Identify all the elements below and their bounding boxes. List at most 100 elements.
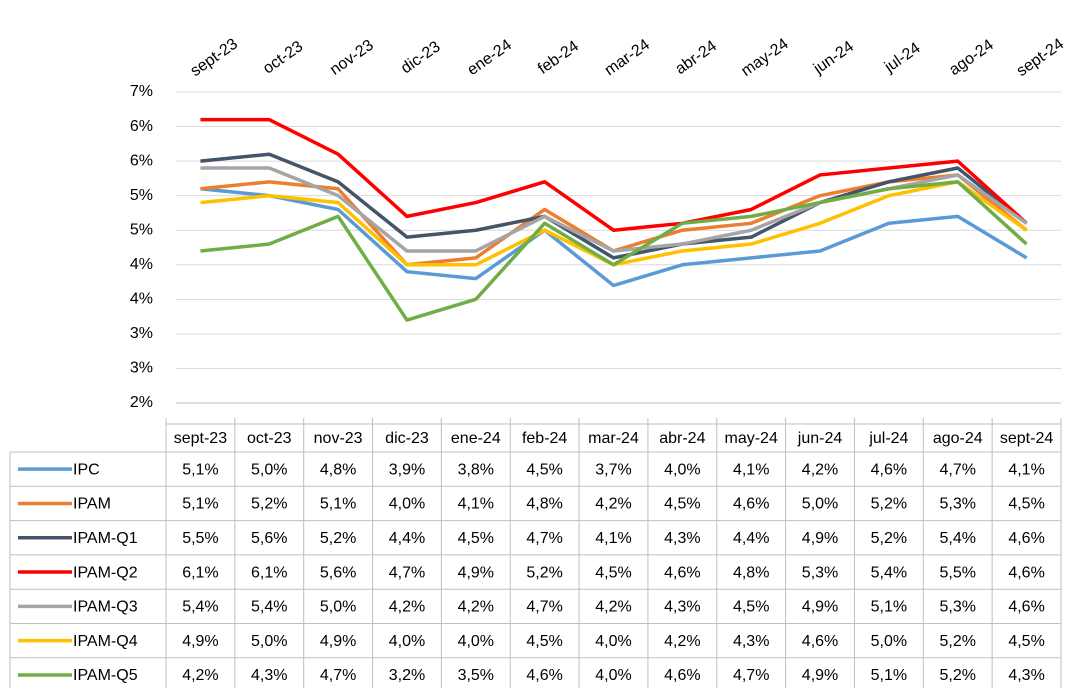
- table-header: may-24: [725, 430, 778, 447]
- table-cell: 5,4%: [871, 564, 907, 581]
- table-header: oct-23: [247, 430, 292, 447]
- table-cell: 5,2%: [320, 530, 356, 547]
- y-tick-label: 6%: [130, 152, 153, 169]
- table-cell: 4,1%: [1008, 461, 1044, 478]
- table-cell: 4,7%: [389, 564, 425, 581]
- table-cell: 5,2%: [526, 564, 562, 581]
- table-cell: 4,1%: [733, 461, 769, 478]
- table-header: jul-24: [868, 430, 908, 447]
- table-header: abr-24: [659, 430, 705, 447]
- table-cell: 6,1%: [182, 564, 218, 581]
- table-cell: 4,6%: [1008, 530, 1044, 547]
- table-cell: 5,6%: [251, 530, 287, 547]
- table-cell: 5,3%: [939, 496, 975, 513]
- table-cell: 5,2%: [871, 530, 907, 547]
- table-cell: 4,3%: [664, 599, 700, 616]
- table-cell: 4,1%: [595, 530, 631, 547]
- table-cell: 4,5%: [664, 496, 700, 513]
- table-cell: 5,4%: [251, 599, 287, 616]
- table-header: feb-24: [522, 430, 567, 447]
- table-cell: 5,1%: [320, 496, 356, 513]
- series-line: [200, 152, 1028, 260]
- table-header: ene-24: [451, 430, 501, 447]
- y-tick-label: 3%: [130, 325, 153, 342]
- table-cell: 4,8%: [526, 496, 562, 513]
- x-tick-label: sept-24: [1014, 35, 1068, 80]
- table-cell: 4,9%: [802, 667, 838, 684]
- table-cell: 4,2%: [595, 599, 631, 616]
- table-cell: 3,5%: [458, 667, 494, 684]
- x-tick-label: nov-23: [327, 37, 377, 79]
- y-tick-label: 2%: [130, 394, 153, 411]
- table-cell: 4,9%: [802, 599, 838, 616]
- table-cell: 5,3%: [802, 564, 838, 581]
- table-cell: 4,7%: [320, 667, 356, 684]
- table-cell: 4,5%: [595, 564, 631, 581]
- table-cell: 5,4%: [182, 599, 218, 616]
- table-cell: 4,5%: [1008, 633, 1044, 650]
- y-tick-label: 6%: [130, 118, 153, 135]
- table-cell: 4,2%: [664, 633, 700, 650]
- series-line: [200, 117, 1028, 232]
- table-cell: 5,2%: [939, 633, 975, 650]
- legend-label: IPAM-Q2: [73, 564, 138, 581]
- table-cell: 3,2%: [389, 667, 425, 684]
- table-header: sept-23: [174, 430, 227, 447]
- table-cell: 3,7%: [595, 461, 631, 478]
- table-cell: 4,2%: [389, 599, 425, 616]
- table-header: dic-23: [385, 430, 429, 447]
- table-cell: 4,4%: [389, 530, 425, 547]
- table-cell: 5,5%: [182, 530, 218, 547]
- x-tick-label: ene-24: [464, 36, 515, 79]
- table-cell: 5,0%: [871, 633, 907, 650]
- table-cell: 4,0%: [664, 461, 700, 478]
- table-cell: 3,8%: [458, 461, 494, 478]
- table-header: ago-24: [933, 430, 983, 447]
- legend-label: IPAM-Q1: [73, 530, 138, 547]
- table-header: nov-23: [314, 430, 363, 447]
- x-tick-label: oct-23: [260, 38, 306, 78]
- x-tick-label: ago-24: [946, 36, 997, 79]
- table-cell: 4,2%: [802, 461, 838, 478]
- table-cell: 5,0%: [251, 461, 287, 478]
- table-cell: 4,6%: [664, 667, 700, 684]
- table-cell: 4,5%: [526, 633, 562, 650]
- x-tick-label: abr-24: [672, 37, 720, 78]
- x-tick-label: sept-23: [188, 35, 242, 80]
- legend-label: IPAM-Q3: [73, 599, 138, 616]
- y-tick-label: 4%: [130, 291, 153, 308]
- legend-label: IPAM: [73, 496, 111, 513]
- table-header: jun-24: [797, 430, 843, 447]
- table-cell: 4,7%: [526, 530, 562, 547]
- y-tick-label: 7%: [130, 83, 153, 100]
- table-cell: 5,0%: [251, 633, 287, 650]
- series-line: [200, 187, 1028, 288]
- y-tick-label: 3%: [130, 360, 153, 377]
- table-cell: 6,1%: [251, 564, 287, 581]
- table-cell: 5,4%: [939, 530, 975, 547]
- legend-label: IPAM-Q4: [73, 633, 138, 650]
- table-cell: 4,0%: [389, 496, 425, 513]
- table-cell: 4,0%: [595, 633, 631, 650]
- y-tick-label: 5%: [130, 221, 153, 238]
- table-cell: 5,0%: [802, 496, 838, 513]
- table-cell: 4,0%: [389, 633, 425, 650]
- table-cell: 4,7%: [733, 667, 769, 684]
- table-cell: 4,9%: [320, 633, 356, 650]
- table-cell: 4,0%: [458, 633, 494, 650]
- table-cell: 5,0%: [320, 599, 356, 616]
- table-cell: 4,6%: [733, 496, 769, 513]
- table-cell: 5,2%: [251, 496, 287, 513]
- x-tick-label: dic-23: [398, 38, 444, 77]
- table-cell: 4,2%: [595, 496, 631, 513]
- x-tick-label: feb-24: [535, 38, 582, 78]
- table-cell: 4,6%: [526, 667, 562, 684]
- table-cell: 4,6%: [802, 633, 838, 650]
- table-cell: 4,1%: [458, 496, 494, 513]
- table-cell: 3,9%: [389, 461, 425, 478]
- table-cell: 4,6%: [871, 461, 907, 478]
- table-cell: 4,3%: [251, 667, 287, 684]
- table-cell: 4,5%: [733, 599, 769, 616]
- table-cell: 4,3%: [1008, 667, 1044, 684]
- table-cell: 4,5%: [458, 530, 494, 547]
